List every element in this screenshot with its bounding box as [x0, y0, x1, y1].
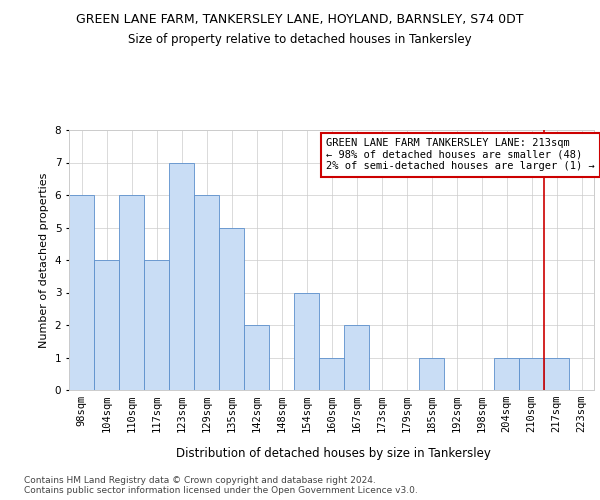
Text: Contains HM Land Registry data © Crown copyright and database right 2024.
Contai: Contains HM Land Registry data © Crown c… — [24, 476, 418, 495]
Bar — [169, 162, 194, 390]
Text: GREEN LANE FARM, TANKERSLEY LANE, HOYLAND, BARNSLEY, S74 0DT: GREEN LANE FARM, TANKERSLEY LANE, HOYLAN… — [76, 12, 524, 26]
Text: GREEN LANE FARM TANKERSLEY LANE: 213sqm
← 98% of detached houses are smaller (48: GREEN LANE FARM TANKERSLEY LANE: 213sqm … — [326, 138, 595, 172]
Bar — [519, 358, 544, 390]
Text: Distribution of detached houses by size in Tankersley: Distribution of detached houses by size … — [176, 448, 490, 460]
Bar — [544, 358, 569, 390]
Bar — [219, 228, 244, 390]
Bar — [344, 325, 369, 390]
Bar — [494, 358, 519, 390]
Bar — [294, 292, 319, 390]
Bar — [69, 195, 94, 390]
Bar — [194, 195, 219, 390]
Bar — [144, 260, 169, 390]
Bar — [319, 358, 344, 390]
Bar — [244, 325, 269, 390]
Y-axis label: Number of detached properties: Number of detached properties — [39, 172, 49, 348]
Bar — [419, 358, 444, 390]
Bar — [119, 195, 144, 390]
Text: Size of property relative to detached houses in Tankersley: Size of property relative to detached ho… — [128, 32, 472, 46]
Bar — [94, 260, 119, 390]
